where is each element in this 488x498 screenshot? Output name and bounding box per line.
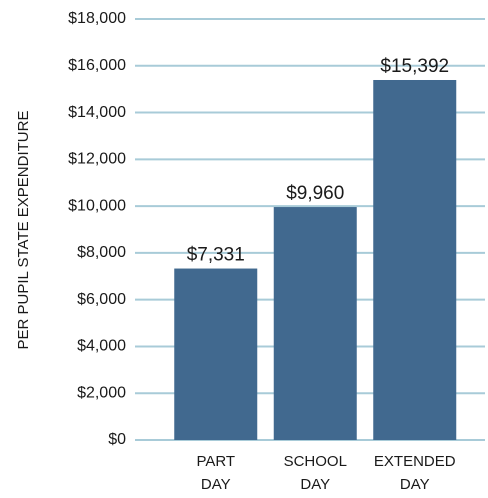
y-tick-label: $4,000 [77, 338, 126, 355]
y-tick-label: $6,000 [77, 291, 126, 308]
y-tick-label: $16,000 [68, 57, 126, 74]
value-label: $15,392 [380, 56, 449, 77]
y-tick-label: $8,000 [77, 244, 126, 261]
y-tick-label: $2,000 [77, 384, 126, 401]
y-tick-label: $18,000 [68, 10, 126, 27]
value-label: $9,960 [286, 183, 344, 204]
y-tick-label: $0 [108, 431, 126, 448]
y-tick-label: $14,000 [68, 104, 126, 121]
bar [373, 79, 457, 440]
x-tick-label: SCHOOL DAY [284, 453, 347, 493]
x-tick-label: EXTENDED DAY [374, 453, 456, 493]
y-tick-label: $10,000 [68, 197, 126, 214]
value-label: $7,331 [187, 245, 245, 266]
bar [174, 268, 258, 440]
y-axis-label: PER PUPIL STATE EXPENDITURE [15, 111, 32, 350]
bar [273, 207, 357, 440]
x-tick-label: PART DAY [196, 453, 235, 493]
y-tick-label: $12,000 [68, 151, 126, 168]
